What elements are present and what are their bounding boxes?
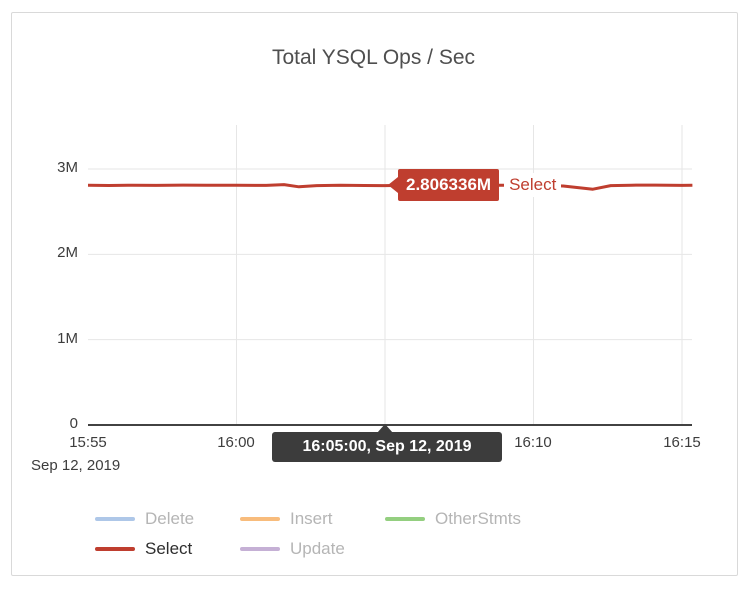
- y-tick-3m: 3M: [57, 159, 78, 176]
- legend-item-select[interactable]: Select: [95, 538, 240, 560]
- chart-card: [11, 12, 738, 576]
- x-tick-1600: 16:00: [217, 434, 255, 451]
- value-tooltip-arrow-icon: [388, 177, 398, 193]
- y-tick-2m: 2M: [57, 244, 78, 261]
- x-tick-1615: 16:15: [663, 434, 701, 451]
- value-tooltip-value: 2.806336M: [398, 169, 500, 201]
- select-swatch-icon: [95, 547, 135, 551]
- y-tick-1m: 1M: [57, 330, 78, 347]
- delete-swatch-icon: [95, 517, 135, 521]
- legend-label-delete: Delete: [145, 509, 195, 528]
- x-tick-1555: 15:55: [69, 434, 107, 451]
- time-tooltip: 16:05:00, Sep 12, 2019: [272, 432, 502, 462]
- x-tick-1610: 16:10: [514, 434, 552, 451]
- legend-item-insert[interactable]: Insert: [240, 508, 385, 530]
- legend-label-insert: Insert: [290, 509, 333, 528]
- legend-item-otherstmts[interactable]: OtherStmts: [385, 508, 665, 530]
- x-axis-date-label: Sep 12, 2019: [31, 457, 121, 474]
- value-tooltip-series-label: Select: [504, 173, 562, 197]
- legend-label-otherstmts: OtherStmts: [435, 509, 521, 528]
- y-tick-0: 0: [69, 415, 78, 432]
- chart-title: Total YSQL Ops / Sec: [271, 46, 476, 69]
- time-tooltip-caret-icon: [377, 424, 393, 433]
- legend-label-update: Update: [290, 539, 345, 558]
- legend-label-select: Select: [145, 539, 193, 558]
- legend: Delete Insert OtherStmts Select Update: [95, 508, 665, 560]
- otherstmts-swatch-icon: [385, 517, 425, 521]
- legend-item-delete[interactable]: Delete: [95, 508, 240, 530]
- insert-swatch-icon: [240, 517, 280, 521]
- update-swatch-icon: [240, 547, 280, 551]
- legend-item-update[interactable]: Update: [240, 538, 385, 560]
- value-tooltip: 2.806336M Select: [388, 169, 562, 201]
